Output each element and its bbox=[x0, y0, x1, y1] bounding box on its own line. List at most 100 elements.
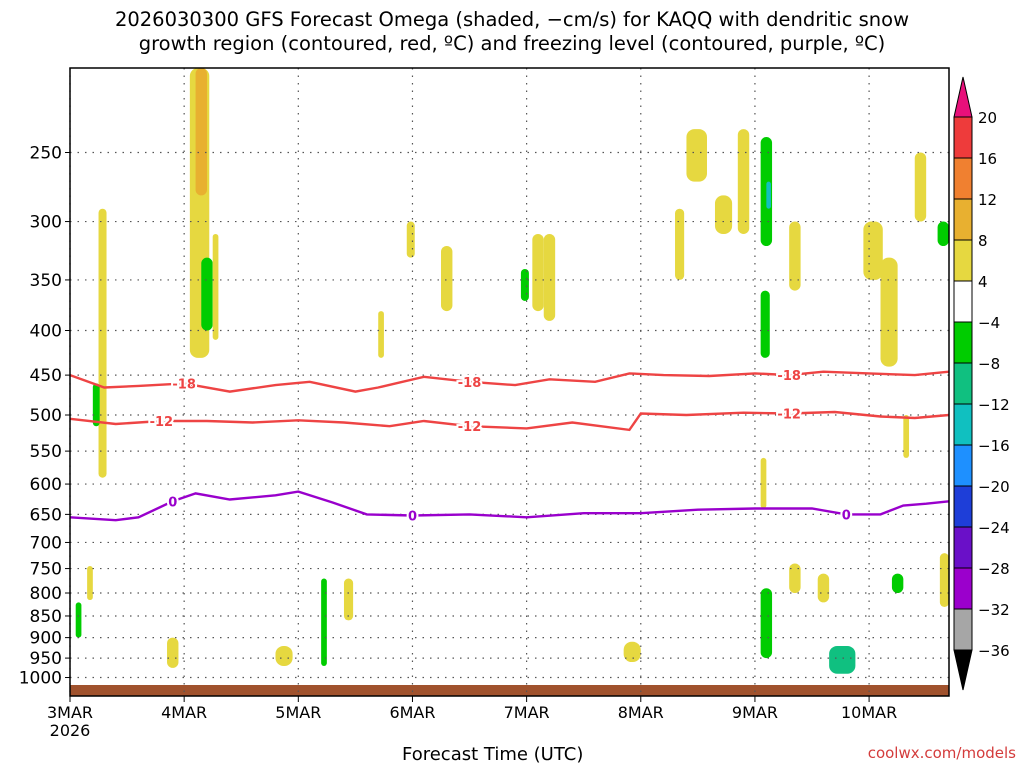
colorbar-swatch bbox=[953, 239, 973, 282]
x-tick-label: 9MAR bbox=[732, 703, 778, 722]
colorbar-swatch bbox=[953, 321, 973, 364]
colorbar-label: 4 bbox=[978, 273, 988, 291]
colorbar-label: −20 bbox=[978, 478, 1010, 496]
omega-region bbox=[321, 578, 327, 666]
y-tick-label: 750 bbox=[30, 560, 62, 580]
omega-region bbox=[829, 645, 856, 674]
colorbar-label: −28 bbox=[978, 560, 1010, 578]
omega-region bbox=[891, 573, 904, 594]
temperature-contours: -18 -18 -18 -12 -12 -12 0 0 0 bbox=[69, 367, 950, 527]
y-tick-label: 550 bbox=[30, 442, 62, 462]
omega-region bbox=[275, 645, 293, 666]
contour-line bbox=[69, 410, 950, 432]
x-tick-label: 5MAR bbox=[275, 703, 321, 722]
omega-region bbox=[760, 457, 767, 509]
contour-label: -18 bbox=[458, 376, 482, 391]
omega-region bbox=[212, 233, 219, 340]
omega-region bbox=[378, 311, 384, 358]
omega-region bbox=[343, 578, 354, 621]
y-tick-label: 600 bbox=[30, 475, 62, 495]
x-tick-label: 10MAR bbox=[841, 703, 897, 722]
y-tick-label: 950 bbox=[30, 649, 62, 669]
omega-region bbox=[817, 573, 830, 603]
chart-axes: 2503003504004505005506006507007508008509… bbox=[19, 67, 950, 740]
omega-shaded-regions bbox=[75, 68, 949, 674]
colorbar-swatch bbox=[953, 485, 973, 528]
colorbar-label: −24 bbox=[978, 519, 1010, 537]
omega-region bbox=[760, 588, 773, 659]
y-tick-label: 850 bbox=[30, 607, 62, 627]
colorbar-swatch bbox=[953, 444, 973, 487]
colorbar-label: 12 bbox=[978, 191, 997, 209]
contour-label: -12 bbox=[458, 420, 482, 435]
colorbar-label: −32 bbox=[978, 601, 1010, 619]
omega-region bbox=[789, 563, 801, 594]
y-tick-label: 1000 bbox=[19, 669, 62, 689]
omega-region bbox=[92, 383, 100, 427]
omega-region bbox=[201, 257, 213, 331]
contour-label: -12 bbox=[150, 415, 174, 430]
colorbar-label: −8 bbox=[978, 355, 1000, 373]
contour-label: 0 bbox=[168, 495, 177, 510]
colorbar-swatch bbox=[953, 157, 973, 200]
x-axis-label: Forecast Time (UTC) bbox=[402, 744, 584, 765]
contour-line bbox=[69, 370, 950, 393]
y-tick-label: 450 bbox=[30, 366, 62, 386]
omega-region bbox=[903, 415, 910, 458]
omega-region bbox=[167, 637, 179, 668]
omega-region bbox=[714, 195, 733, 234]
omega-region bbox=[789, 221, 801, 291]
colorbar-swatch bbox=[953, 362, 973, 405]
colorbar-swatch bbox=[953, 526, 973, 569]
colorbar-swatch bbox=[953, 567, 973, 610]
credit-link[interactable]: coolwx.com/models bbox=[867, 744, 1016, 762]
omega-region bbox=[87, 566, 93, 601]
omega-region bbox=[75, 602, 82, 638]
ground-band bbox=[70, 685, 949, 696]
y-tick-label: 250 bbox=[30, 144, 62, 164]
omega-region bbox=[686, 129, 707, 182]
contour-line bbox=[69, 490, 950, 522]
omega-region bbox=[737, 129, 750, 234]
colorbar-bottom-arrow bbox=[953, 649, 973, 691]
x-tick-label: 3MAR bbox=[47, 703, 93, 722]
colorbar: 20 16 12 8 4 −4 −8 −12 −16 −20 −24 −28 −32 −36 bbox=[953, 76, 1010, 691]
omega-region bbox=[623, 641, 641, 663]
colorbar-label: −4 bbox=[978, 314, 1000, 332]
colorbar-top-arrow bbox=[953, 76, 973, 118]
contour-label: 0 bbox=[408, 510, 417, 525]
x-tick-label: 8MAR bbox=[618, 703, 664, 722]
omega-region bbox=[760, 290, 770, 358]
x-tick-label: 6MAR bbox=[389, 703, 435, 722]
colorbar-label: −12 bbox=[978, 396, 1010, 414]
x-tick-label: 7MAR bbox=[504, 703, 550, 722]
y-tick-label: 300 bbox=[30, 213, 62, 233]
contour-label: -12 bbox=[777, 407, 801, 422]
y-tick-label: 400 bbox=[30, 322, 62, 342]
plot-frame bbox=[69, 67, 950, 697]
omega-region bbox=[195, 68, 207, 196]
colorbar-label: 16 bbox=[978, 150, 997, 168]
colorbar-label: −36 bbox=[978, 642, 1010, 660]
omega-region bbox=[441, 245, 453, 312]
y-tick-label: 500 bbox=[30, 406, 62, 426]
x-tick-sublabel: 2026 bbox=[50, 721, 91, 740]
y-tick-label: 700 bbox=[30, 533, 62, 553]
colorbar-swatch bbox=[953, 198, 973, 241]
y-tick-label: 350 bbox=[30, 271, 62, 291]
contour-label: 0 bbox=[842, 508, 851, 523]
colorbar-swatch bbox=[953, 608, 973, 651]
omega-region bbox=[543, 233, 556, 321]
omega-region bbox=[406, 221, 415, 258]
omega-region bbox=[914, 152, 927, 222]
omega-region bbox=[675, 208, 685, 280]
omega-region bbox=[520, 268, 529, 301]
colorbar-label: 20 bbox=[978, 109, 997, 127]
colorbar-label: −16 bbox=[978, 437, 1010, 455]
colorbar-label: 8 bbox=[978, 232, 988, 250]
contour-label: -18 bbox=[777, 369, 801, 384]
y-tick-label: 650 bbox=[30, 505, 62, 525]
omega-region bbox=[937, 221, 949, 246]
ground-surface-band bbox=[70, 685, 949, 696]
